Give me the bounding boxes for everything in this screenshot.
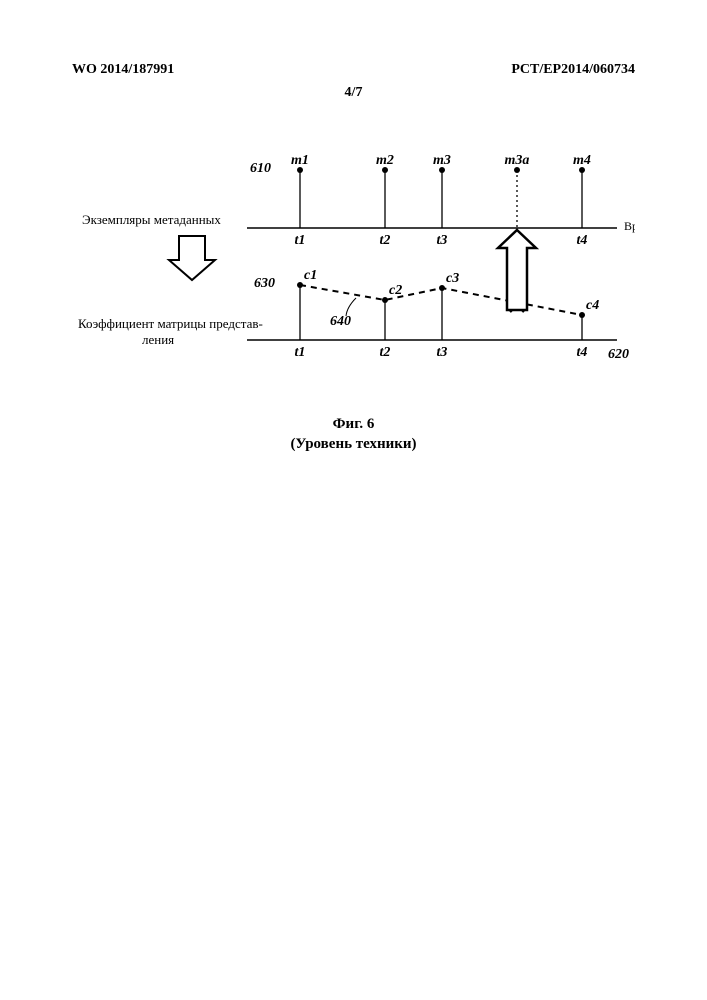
svg-text:c4: c4 (586, 298, 599, 313)
svg-text:ления: ления (142, 332, 174, 347)
svg-text:610: 610 (250, 161, 271, 176)
svg-text:m1: m1 (291, 153, 309, 168)
svg-text:m2: m2 (376, 153, 394, 168)
svg-text:Время: Время (624, 219, 635, 233)
svg-text:m4: m4 (573, 153, 591, 168)
figure-subtitle: (Уровень техники) (290, 436, 416, 452)
svg-text:t4: t4 (577, 345, 588, 360)
svg-text:t4: t4 (577, 233, 588, 248)
svg-text:t2: t2 (380, 345, 391, 360)
svg-text:t1: t1 (295, 233, 306, 248)
svg-text:Экземпляры метаданных: Экземпляры метаданных (82, 212, 221, 227)
svg-text:t1: t1 (295, 345, 306, 360)
svg-text:m3a: m3a (505, 153, 530, 168)
figure-label: Фиг. 6 (333, 416, 375, 432)
figure-6-diagram: m1 t1 m2 t2 m3 t3 m3a m4 t4 c1 t1 c2 t2 c3 t3 c4 t4 610 62… (72, 150, 635, 430)
svg-text:t3: t3 (437, 345, 448, 360)
svg-text:t2: t2 (380, 233, 391, 248)
svg-text:t3: t3 (437, 233, 448, 248)
wo-number: WO 2014/187991 (72, 62, 174, 78)
svg-text:c1: c1 (304, 268, 317, 283)
pct-number: PCT/EP2014/060734 (511, 62, 635, 78)
svg-text:c3: c3 (446, 271, 459, 286)
svg-text:c2: c2 (389, 283, 402, 298)
svg-text:m3: m3 (433, 153, 451, 168)
svg-text:630: 630 (254, 276, 275, 291)
svg-text:Коэффициент матрицы представ-: Коэффициент матрицы представ- (78, 316, 263, 331)
figure-caption: Фиг. 6 (Уровень техники) (72, 414, 635, 455)
svg-text:640: 640 (330, 314, 351, 329)
page-indicator: 4/7 (345, 85, 363, 101)
svg-text:620: 620 (608, 347, 629, 362)
